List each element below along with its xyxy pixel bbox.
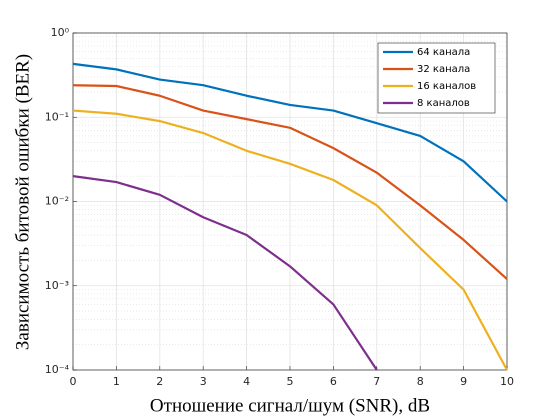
x-axis-label: Отношение сигнал/шум (SNR), dB <box>150 395 430 416</box>
x-tick-label: 3 <box>200 375 207 388</box>
x-tick-label: 1 <box>113 375 120 388</box>
y-tick-label: 10⁻³ <box>45 279 69 292</box>
legend-box <box>377 42 496 114</box>
x-tick-label: 6 <box>330 375 337 388</box>
legend-label: 16 каналов <box>417 81 476 92</box>
series-line <box>72 109 508 371</box>
y-axis-label: Зависимость битовой ошибки (BER) <box>12 54 33 350</box>
legend-label: 64 канала <box>417 47 470 58</box>
x-tick-label: 4 <box>243 375 250 388</box>
series-line <box>72 175 378 371</box>
x-tick-label: 10 <box>500 375 514 388</box>
x-tick-label: 7 <box>373 375 380 388</box>
y-tick-label: 10⁻² <box>45 195 69 208</box>
x-tick-label: 5 <box>287 375 294 388</box>
y-tick-label: 10⁰ <box>51 26 70 39</box>
legend-label: 32 канала <box>417 64 470 75</box>
series-line <box>72 62 508 203</box>
legend-label: 8 каналов <box>417 98 470 109</box>
x-tick-label: 0 <box>70 375 77 388</box>
y-tick-label: 10⁻⁴ <box>45 363 70 376</box>
x-tick-label: 9 <box>460 375 467 388</box>
x-tick-label: 8 <box>417 375 424 388</box>
y-tick-label: 10⁻¹ <box>45 110 69 123</box>
x-tick-label: 2 <box>156 375 163 388</box>
series-line <box>72 84 508 280</box>
